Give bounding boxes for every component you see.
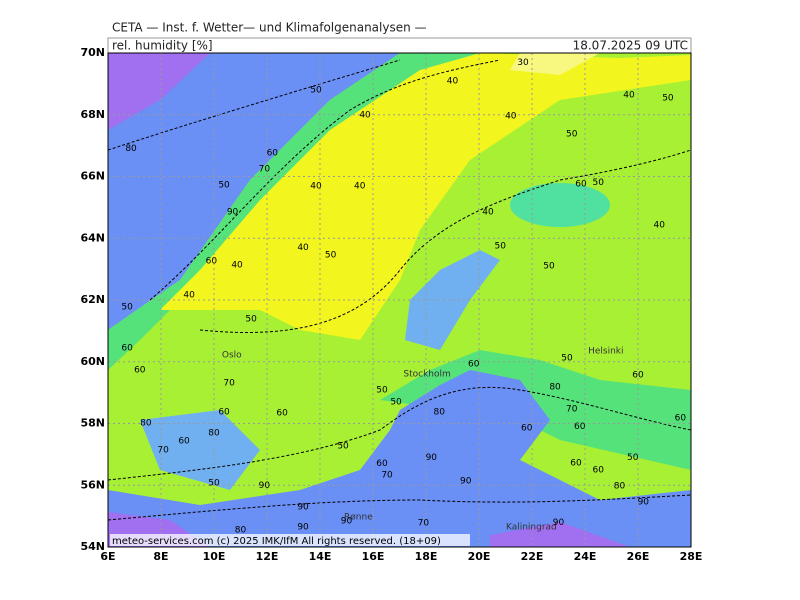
contour-label: 40 <box>653 220 665 230</box>
contour-label: 70 <box>381 471 393 481</box>
contour-label: 50 <box>121 303 133 313</box>
contour-label: 50 <box>593 178 605 188</box>
contour-label: 80 <box>208 428 220 438</box>
lat-tick-label: 68N <box>80 108 105 121</box>
contour-label: 40 <box>183 291 195 301</box>
contour-label: 60 <box>574 422 586 432</box>
contour-label: 50 <box>494 241 506 251</box>
lon-tick-label: 18E <box>415 550 438 563</box>
lon-tick-label: 6E <box>100 550 115 563</box>
lon-tick-label: 10E <box>203 550 226 563</box>
contour-label: 60 <box>376 459 388 469</box>
lat-tick-label: 64N <box>80 231 105 244</box>
contour-label: 60 <box>593 465 605 475</box>
lon-tick-label: 12E <box>256 550 279 563</box>
footer-box <box>110 534 470 546</box>
city-label: Kaliningrad <box>506 522 557 532</box>
lon-tick-label: 24E <box>574 550 597 563</box>
contour-label: 40 <box>297 243 309 253</box>
lon-tick-label: 22E <box>521 550 544 563</box>
contour-label: 50 <box>337 442 349 452</box>
contour-label: 60 <box>575 179 587 189</box>
contour-label: 50 <box>245 315 257 325</box>
contour-label: 30 <box>517 58 529 68</box>
contour-label: 90 <box>638 497 650 507</box>
lat-tick-label: 56N <box>80 478 105 491</box>
contour-label: 60 <box>121 343 133 353</box>
header-title: CETA — Inst. f. Wetter— und Klimafolgena… <box>112 21 427 35</box>
field-name: rel. humidity [%] <box>112 39 213 53</box>
contour-label: 70 <box>157 446 169 456</box>
contour-label: 80 <box>614 481 626 491</box>
contour-label: 40 <box>505 111 517 121</box>
contour-label: 60 <box>178 437 190 447</box>
contour-label: 60 <box>276 409 288 419</box>
contour-label: 50 <box>566 129 578 139</box>
contour-label: 60 <box>206 257 218 267</box>
contour-label: 50 <box>627 453 639 463</box>
contour-label: 50 <box>208 479 220 489</box>
contour-label: 70 <box>418 518 430 528</box>
contour-label: 70 <box>223 379 235 389</box>
contour-label: 60 <box>570 459 582 469</box>
contour-label: 50 <box>390 397 402 407</box>
contour-label: 90 <box>259 481 271 491</box>
contour-label: 40 <box>447 76 459 86</box>
contour-label: 40 <box>359 110 371 120</box>
contour-label: 40 <box>623 90 635 100</box>
lon-tick-label: 26E <box>627 550 650 563</box>
contour-label: 50 <box>543 262 555 272</box>
contour-label: 60 <box>521 424 533 434</box>
footer: meteo-services.com (c) 2025 IMK/IfM All … <box>112 536 441 547</box>
contour-label: 60 <box>267 149 279 159</box>
contour-label: 40 <box>310 181 322 191</box>
contour-label: 40 <box>482 208 494 218</box>
contour-label: 90 <box>553 518 565 528</box>
contour-label: 50 <box>561 354 573 364</box>
contour-label: 80 <box>549 383 561 393</box>
contour-label: 90 <box>297 502 309 512</box>
contour-label: 50 <box>310 86 322 96</box>
lat-tick-label: 66N <box>80 170 105 183</box>
lat-tick-label: 58N <box>80 417 105 430</box>
contour-label: 70 <box>259 165 271 175</box>
lon-tick-label: 28E <box>680 550 703 563</box>
contour-label: 50 <box>376 386 388 396</box>
contour-label: 90 <box>426 453 438 463</box>
city-label: Rønne <box>344 513 373 523</box>
contour-label: 80 <box>125 144 137 154</box>
contour-label: 50 <box>218 181 230 191</box>
contour-label: 70 <box>566 404 578 414</box>
contour-label: 60 <box>218 408 230 418</box>
contour-label: 40 <box>231 261 243 271</box>
plot-frame <box>107 52 692 548</box>
lat-tick-label: 70N <box>80 46 105 59</box>
contour-label: 60 <box>468 359 480 369</box>
contour-label: 50 <box>662 94 674 104</box>
city-label: Stockholm <box>403 370 450 380</box>
contour-label: 50 <box>325 250 337 260</box>
contour-label: 60 <box>632 371 644 381</box>
lon-tick-label: 14E <box>309 550 332 563</box>
contour-label: 90 <box>297 522 309 532</box>
contour-label: 90 <box>227 208 239 218</box>
lat-tick-label: 62N <box>80 293 105 306</box>
contour-label: 90 <box>460 477 472 487</box>
contour-label: 80 <box>434 408 446 418</box>
lon-tick-label: 20E <box>468 550 491 563</box>
valid-time: 18.07.2025 09 UTC <box>573 39 688 53</box>
lat-tick-label: 54N <box>80 540 105 553</box>
contour-label: 80 <box>235 526 247 536</box>
contour-label: 90 <box>341 517 353 527</box>
contour-label: 80 <box>140 418 152 428</box>
city-label: Helsinki <box>588 346 623 356</box>
lon-tick-label: 16E <box>362 550 385 563</box>
lon-tick-label: 8E <box>153 550 168 563</box>
contour-label: 40 <box>354 181 366 191</box>
contour-label: 60 <box>675 413 687 423</box>
city-label: Oslo <box>222 350 242 360</box>
lat-tick-label: 60N <box>80 355 105 368</box>
contour-label: 60 <box>134 366 146 376</box>
